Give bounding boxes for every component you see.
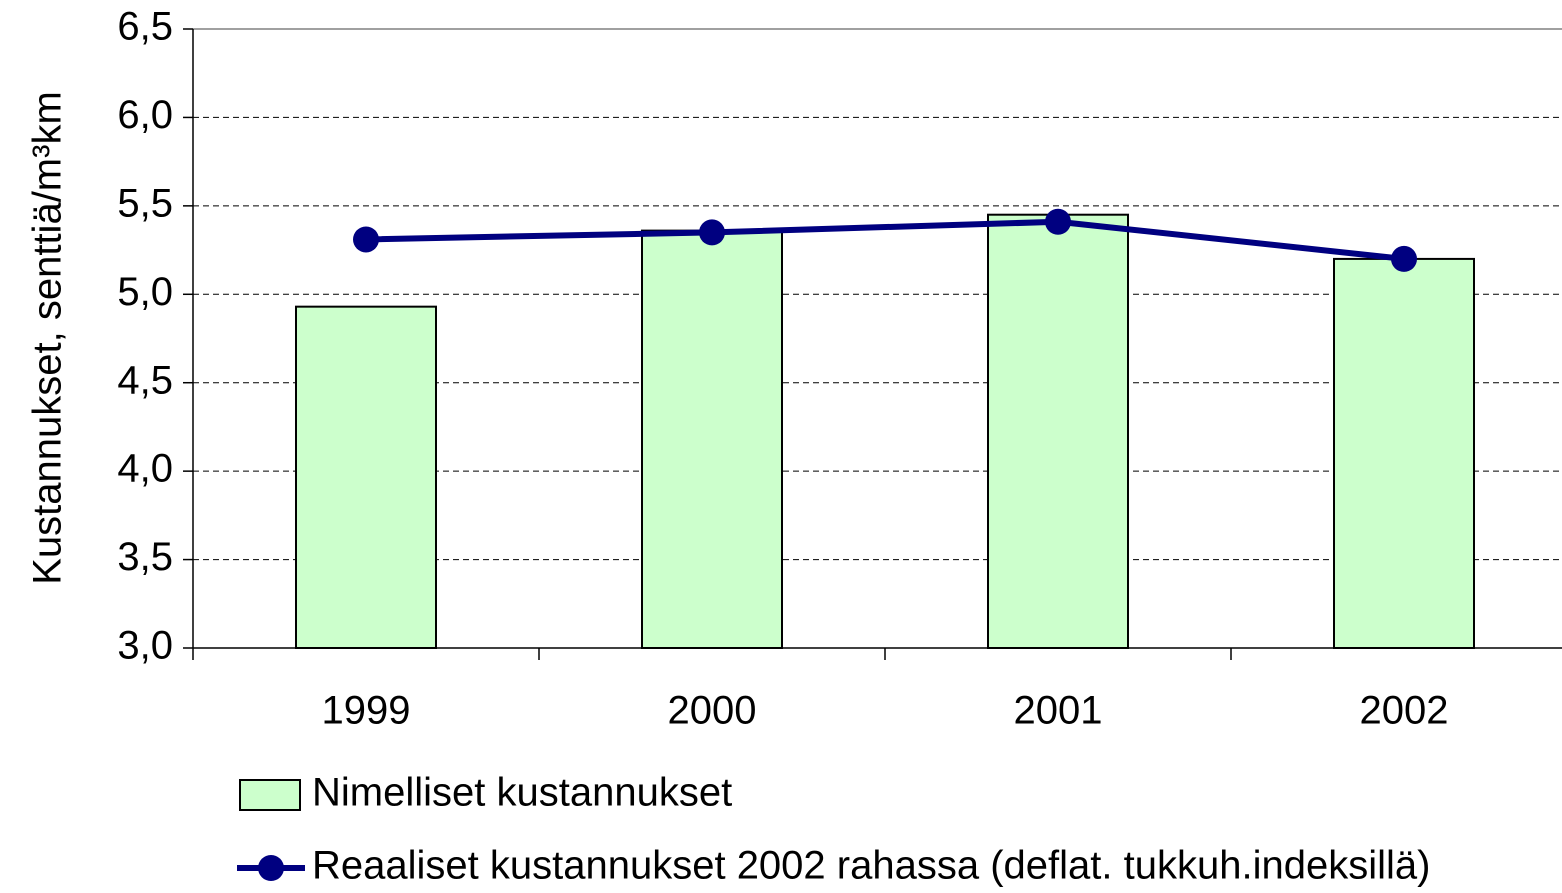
legend-label: Reaaliset kustannukset 2002 rahassa (def… [312,844,1430,888]
legend-marker [258,855,284,881]
bar [987,213,1129,649]
y-tick-label: 4,0 [117,447,173,491]
x-tick-label: 1999 [322,689,411,733]
legend-label: Nimelliset kustannukset [312,771,732,815]
marker [1391,245,1417,272]
marker [699,219,725,246]
marker [1045,208,1071,235]
y-tick-label: 5,0 [117,270,173,314]
bar [641,229,783,649]
y-axis-label: Kustannukset, senttiä/m³km [26,91,70,585]
bar [1333,257,1475,649]
y-tick-label: 3,5 [117,535,173,579]
line [365,218,1405,262]
x-tick-label: 2001 [1014,689,1103,733]
bar [295,305,437,649]
y-tick-label: 6,0 [117,93,173,137]
marker [353,226,379,253]
y-tick-label: 6,5 [117,5,173,49]
x-tick-label: 2000 [668,689,757,733]
y-tick-label: 5,5 [117,181,173,225]
y-tick-label: 4,5 [117,358,173,402]
legend-swatch [239,779,301,811]
y-tick-label: 3,0 [117,624,173,668]
x-tick-label: 2002 [1360,689,1449,733]
